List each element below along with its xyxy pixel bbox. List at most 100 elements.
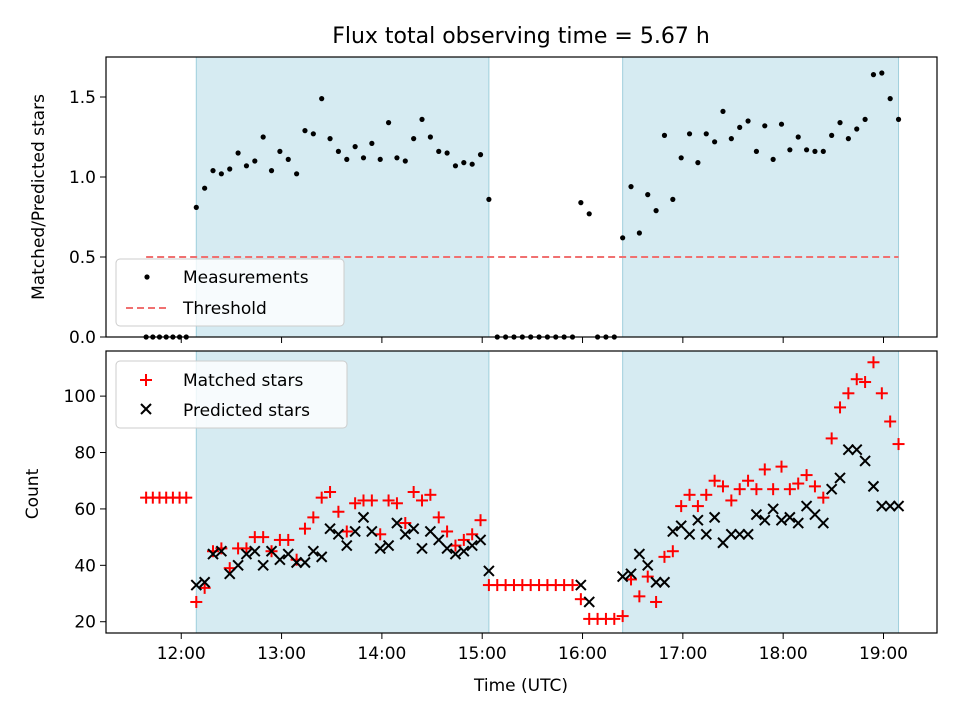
- measurement-point: [728, 136, 734, 142]
- matched-stars-point: [574, 593, 587, 606]
- matched-stars-point: [424, 488, 437, 501]
- predicted-stars-point: [483, 565, 495, 577]
- measurement-point: [628, 184, 634, 190]
- matched-stars-point: [332, 505, 345, 518]
- measurement-point: [753, 148, 760, 154]
- matched-stars-point: [257, 531, 270, 544]
- predicted-stars-point: [466, 539, 478, 552]
- matched-stars-point: [800, 469, 813, 482]
- measurement-point: [887, 96, 893, 102]
- measurement-point: [670, 196, 676, 202]
- measurement-point: [770, 156, 776, 162]
- y-tick-label: 100: [64, 387, 96, 407]
- predicted-stars-point: [717, 537, 729, 549]
- matched-stars-point: [658, 550, 671, 563]
- matched-stars-point: [566, 579, 579, 592]
- matched-stars-point: [407, 486, 420, 498]
- matched-stars-point: [725, 494, 738, 507]
- matched-stars-point: [867, 356, 880, 369]
- measurement-point: [436, 148, 442, 154]
- predicted-stars-point: [257, 559, 269, 572]
- measurement-point: [703, 131, 709, 137]
- measurement-point: [369, 140, 375, 146]
- measurement-point: [762, 123, 768, 129]
- measurement-point: [879, 70, 885, 76]
- measurement-point: [385, 120, 392, 126]
- predicted-stars-point: [349, 525, 361, 538]
- matched-stars-point: [198, 581, 211, 594]
- measurement-point: [202, 185, 208, 191]
- x-tick-label: 18:00: [759, 644, 808, 664]
- matched-stars-point: [859, 376, 872, 389]
- measurement-point: [243, 163, 250, 169]
- predicted-stars-point: [224, 568, 236, 580]
- predicted-stars-point: [265, 545, 278, 557]
- measurement-point: [862, 116, 868, 122]
- matched-stars-point: [875, 387, 888, 400]
- measurement-point: [678, 155, 684, 161]
- predicted-stars-point: [809, 508, 821, 521]
- ratio-panel: 0.0 0.5 1.0 1.5 Matched/Predicted stars Mea…: [29, 56, 938, 348]
- predicted-stars-point: [675, 520, 687, 532]
- matched-stars-point: [716, 480, 729, 493]
- count-legend: Matched stars Predicted stars: [115, 360, 348, 429]
- measurement-point: [645, 192, 651, 198]
- predicted-stars-point: [190, 579, 202, 591]
- predicted-stars-point: [742, 528, 754, 541]
- matched-stars-point: [382, 494, 395, 507]
- chart-title: Flux total observing time = 5.67 h: [332, 24, 710, 49]
- predicted-stars-point: [616, 570, 629, 583]
- predicted-stars-point: [282, 548, 294, 560]
- predicted-stars-point: [692, 514, 704, 526]
- measurement-point: [310, 131, 316, 137]
- measurement-point: [720, 108, 726, 114]
- matched-stars-point: [223, 562, 236, 575]
- measurement-point: [803, 147, 810, 153]
- matched-stars-point: [449, 539, 462, 552]
- matched-stars-point: [416, 494, 429, 507]
- measurement-point: [411, 136, 417, 142]
- matched-stars-point: [892, 438, 905, 451]
- measurement-point: [277, 148, 283, 154]
- x-tick-label: 16:00: [558, 644, 607, 664]
- predicted-stars-point: [817, 517, 830, 529]
- matched-stars-point: [767, 483, 780, 496]
- matched-stars-point: [675, 500, 688, 513]
- measurement-point: [377, 156, 383, 162]
- predicted-stars-point: [324, 522, 336, 535]
- measurement-point: [854, 126, 860, 132]
- matched-stars-point: [608, 612, 621, 625]
- matched-stars-point: [340, 525, 353, 538]
- measurement-point: [695, 160, 701, 166]
- predicted-stars-point: [232, 559, 244, 572]
- measurement-point: [812, 148, 818, 154]
- measurement-point: [444, 150, 450, 156]
- matched-stars-point: [190, 595, 203, 608]
- measurement-point: [661, 132, 668, 138]
- matched-stars-point: [324, 486, 337, 498]
- measurement-point: [477, 152, 484, 158]
- measurement-point: [452, 163, 459, 169]
- matched-stars-point: [307, 511, 320, 524]
- predicted-stars-point: [892, 500, 905, 512]
- matched-stars-point: [474, 514, 487, 527]
- measurement-point: [419, 116, 425, 122]
- matched-stars-point: [708, 474, 721, 487]
- matched-stars-point: [666, 545, 679, 558]
- predicted-stars-point: [583, 596, 595, 608]
- matched-stars-point: [817, 491, 830, 504]
- measurement-point: [319, 96, 325, 102]
- measurement-point: [787, 147, 793, 153]
- matched-stars-point: [349, 497, 362, 510]
- matched-stars-point: [390, 497, 403, 510]
- predicted-stars-point: [642, 559, 654, 572]
- matched-stars-point: [783, 483, 796, 496]
- measurement-point: [302, 128, 308, 134]
- observing-interval: [622, 56, 900, 338]
- ratio-y-axis-label: Matched/Predicted stars: [29, 94, 49, 300]
- measurement-point: [745, 118, 751, 124]
- predicted-stars-point: [290, 556, 303, 569]
- legend-measurements-marker: [144, 274, 150, 280]
- matched-stars-point: [240, 542, 253, 555]
- measurement-point: [895, 116, 902, 122]
